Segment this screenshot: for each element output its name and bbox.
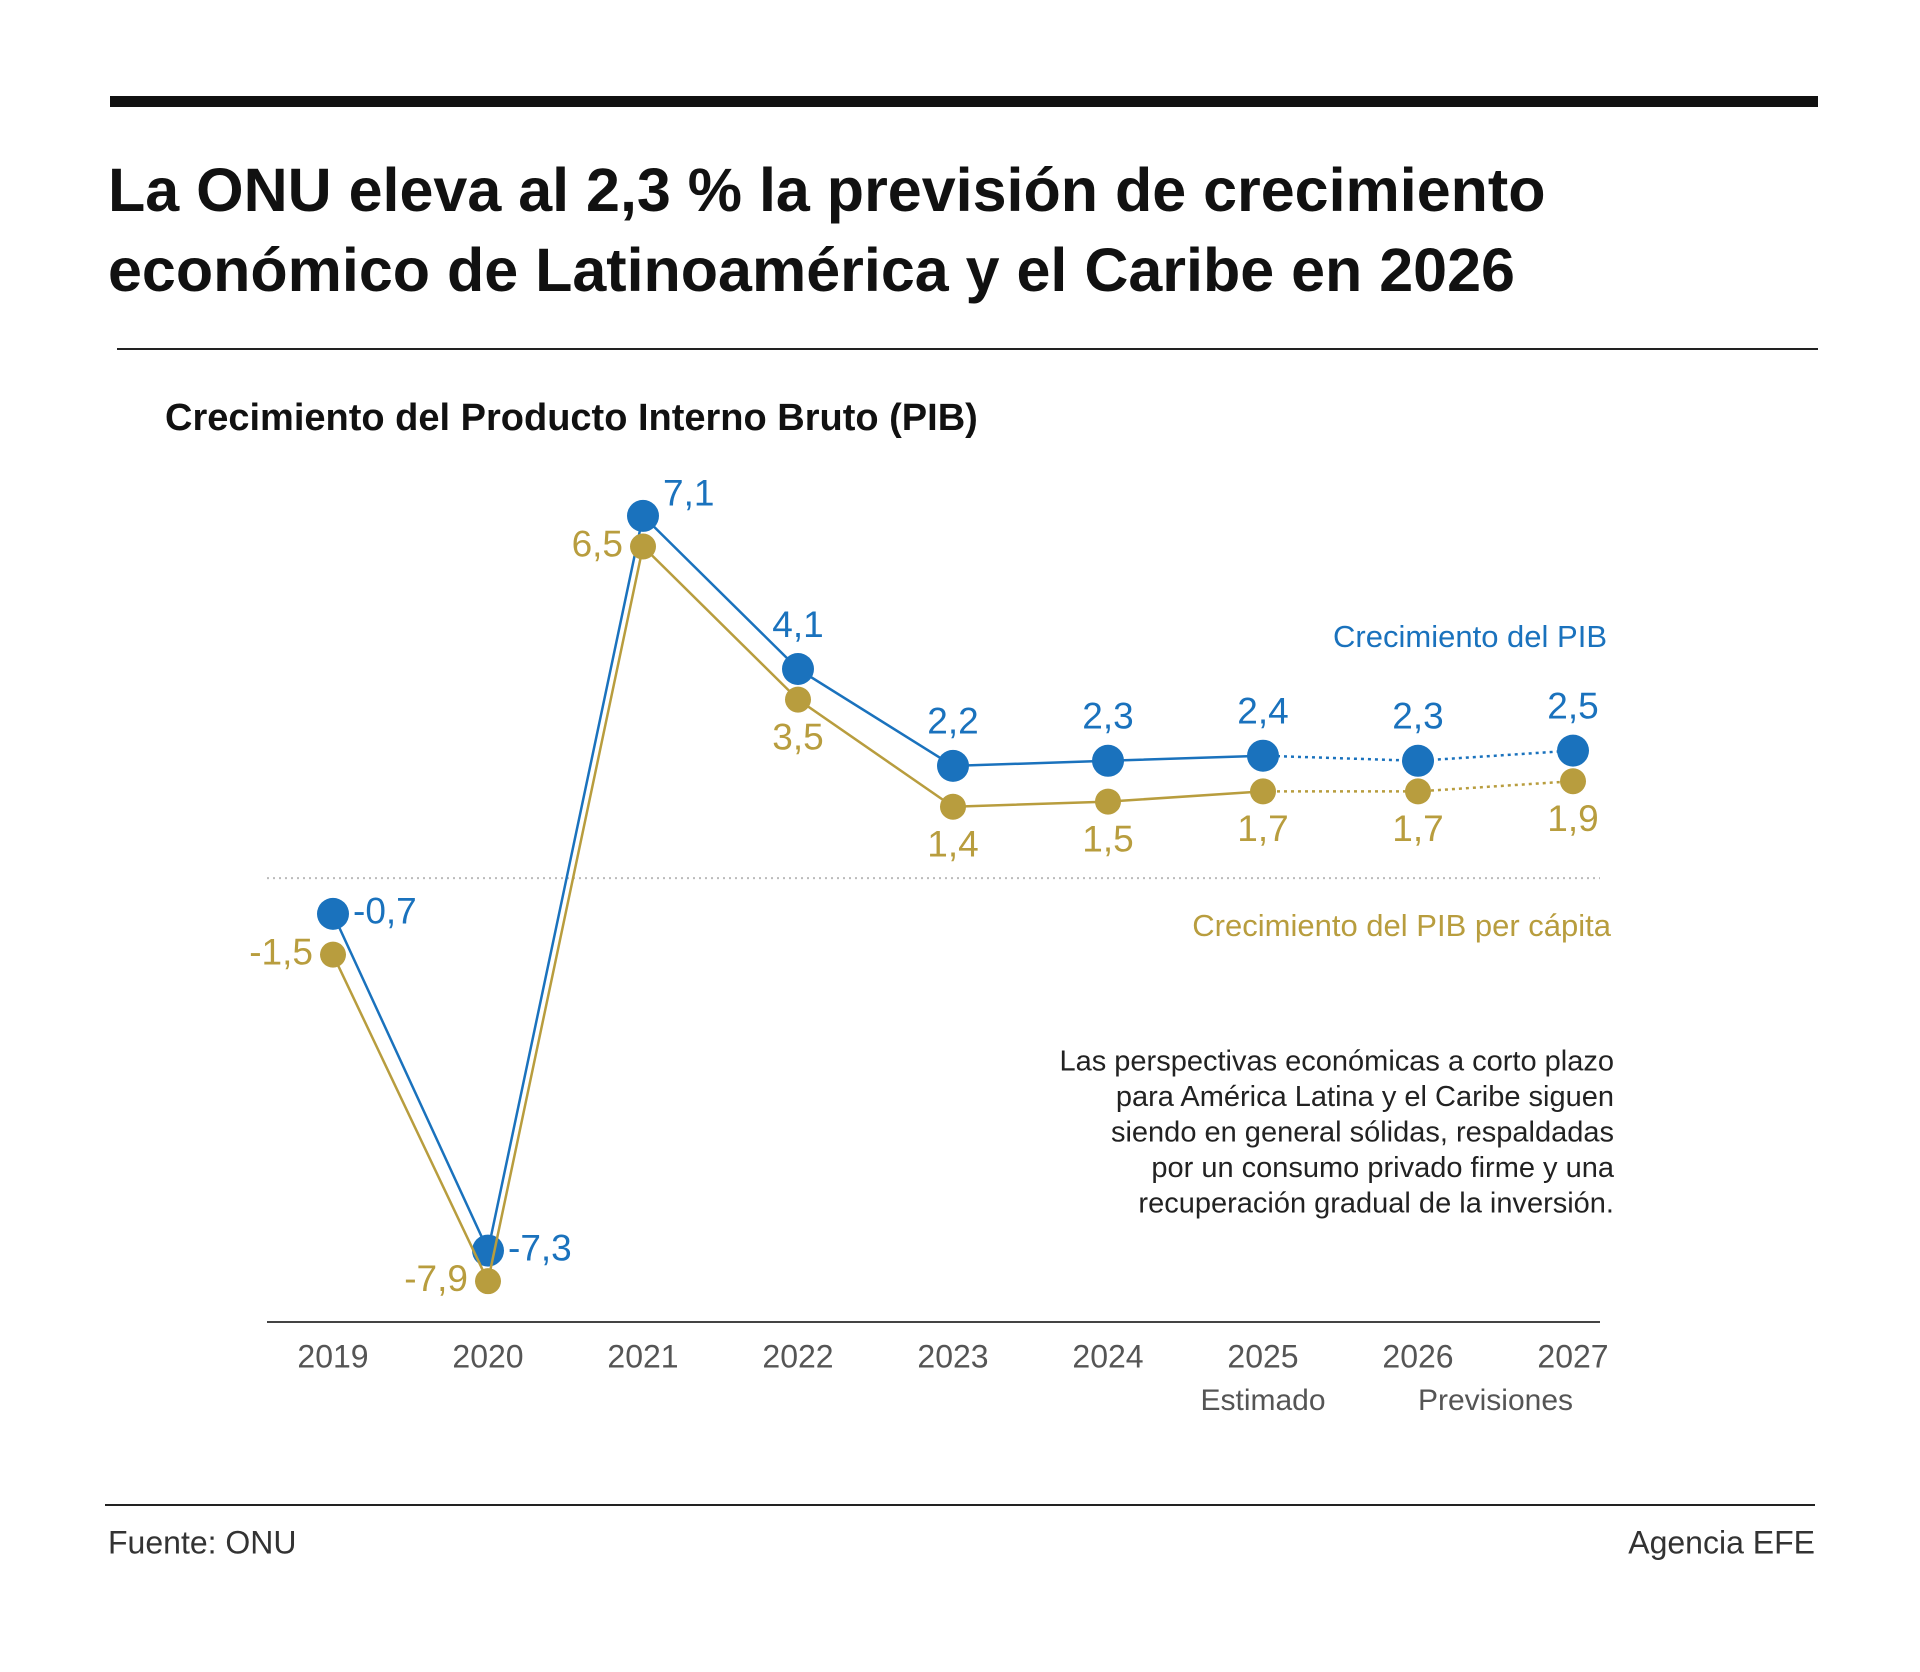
- x-tick-label: 2026: [1382, 1338, 1453, 1374]
- point: [1095, 788, 1121, 815]
- point: [940, 793, 966, 820]
- x-tick-label: 2021: [607, 1338, 678, 1374]
- value-label: -0,7: [353, 891, 417, 932]
- value-label: 4,1: [772, 604, 823, 645]
- value-label: 1,7: [1392, 808, 1443, 849]
- value-label: 3,5: [772, 716, 823, 757]
- chart-title: Crecimiento del Producto Interno Bruto (…: [165, 397, 978, 439]
- value-label: -7,3: [508, 1227, 572, 1268]
- point: [1092, 744, 1124, 777]
- point: [630, 533, 656, 560]
- point: [1402, 744, 1434, 777]
- value-label: 2,4: [1237, 690, 1288, 731]
- value-label: 1,4: [927, 823, 978, 864]
- x-tick-label: 2023: [917, 1338, 988, 1374]
- point: [627, 499, 659, 532]
- x-tick-label: 2022: [762, 1338, 833, 1374]
- point: [782, 652, 814, 685]
- legend-label: Crecimiento del PIB: [1333, 619, 1607, 654]
- note: recuperación gradual de la inversión.: [1138, 1188, 1614, 1220]
- x-tick-label: 2027: [1537, 1338, 1608, 1374]
- x-tick-label: 2019: [297, 1338, 368, 1374]
- value-label: 1,9: [1547, 798, 1598, 839]
- top-bar: [110, 96, 1818, 107]
- note: por un consumo privado firme y una: [1151, 1152, 1614, 1184]
- legend-label: Crecimiento del PIB per cápita: [1192, 908, 1611, 943]
- value-label: 2,2: [927, 701, 978, 742]
- point: [937, 749, 969, 782]
- point: [1247, 739, 1279, 772]
- note: Las perspectivas económicas a corto plaz…: [1059, 1046, 1614, 1078]
- point: [1250, 778, 1276, 805]
- x-tick-label: 2025: [1227, 1338, 1298, 1374]
- value-label: 2,3: [1392, 696, 1443, 737]
- value-label: -1,5: [249, 931, 313, 972]
- value-label: 7,1: [663, 473, 714, 514]
- value-label: 1,5: [1082, 818, 1133, 859]
- point: [785, 686, 811, 713]
- source: Fuente: ONU: [108, 1524, 297, 1560]
- value-label: 1,7: [1237, 808, 1288, 849]
- point: [1560, 768, 1586, 795]
- value-label: 2,3: [1082, 696, 1133, 737]
- value-label: 6,5: [572, 523, 623, 564]
- point: [320, 941, 346, 968]
- x-tick-label: 2020: [452, 1338, 523, 1374]
- point: [317, 897, 349, 930]
- title: La ONU eleva al 2,3 % la previsión de cr…: [108, 156, 1546, 304]
- note: para América Latina y el Caribe siguen: [1116, 1081, 1614, 1113]
- annotation: Previsiones: [1418, 1384, 1573, 1417]
- annotation: Estimado: [1200, 1384, 1325, 1417]
- note: siendo en general sólidas, respaldadas: [1111, 1117, 1614, 1149]
- point: [1405, 778, 1431, 805]
- point: [472, 1234, 504, 1267]
- point: [1557, 734, 1589, 767]
- x-tick-label: 2024: [1072, 1338, 1143, 1374]
- agency: Agencia EFE: [1628, 1524, 1815, 1560]
- point: [475, 1268, 501, 1295]
- value-label: -7,9: [404, 1258, 468, 1299]
- value-label: 2,5: [1547, 685, 1598, 726]
